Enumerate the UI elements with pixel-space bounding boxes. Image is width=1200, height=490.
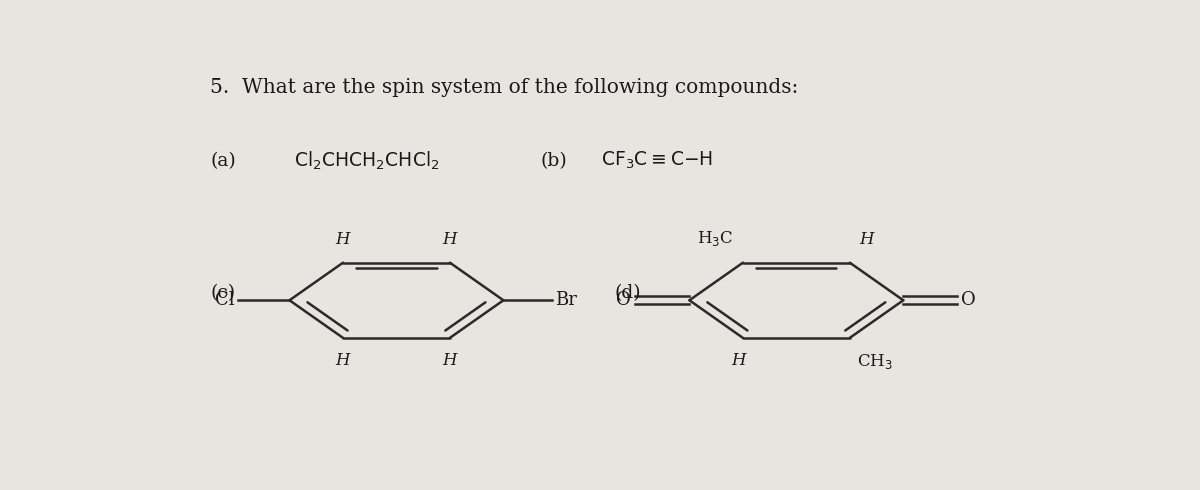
Text: H: H <box>336 352 350 369</box>
Text: Cl: Cl <box>215 291 235 309</box>
Text: H$_3$C: H$_3$C <box>697 229 733 248</box>
Text: Br: Br <box>554 291 576 309</box>
Text: (d): (d) <box>616 284 642 302</box>
Text: H: H <box>443 231 457 248</box>
Text: $\mathrm{CF_3C{\equiv}C{-}H}$: $\mathrm{CF_3C{\equiv}C{-}H}$ <box>601 150 713 172</box>
Text: H: H <box>443 352 457 369</box>
Text: H: H <box>731 352 745 369</box>
Text: (b): (b) <box>540 152 568 170</box>
Text: $\mathrm{Cl_2CHCH_2CHCl_2}$: $\mathrm{Cl_2CHCH_2CHCl_2}$ <box>294 149 440 172</box>
Text: O: O <box>961 291 976 309</box>
Text: H: H <box>859 231 874 248</box>
Text: 5.  What are the spin system of the following compounds:: 5. What are the spin system of the follo… <box>210 77 799 97</box>
Text: O: O <box>616 291 631 309</box>
Text: (a): (a) <box>210 152 236 170</box>
Text: (c): (c) <box>210 284 235 302</box>
Text: H: H <box>336 231 350 248</box>
Text: CH$_3$: CH$_3$ <box>857 352 893 371</box>
